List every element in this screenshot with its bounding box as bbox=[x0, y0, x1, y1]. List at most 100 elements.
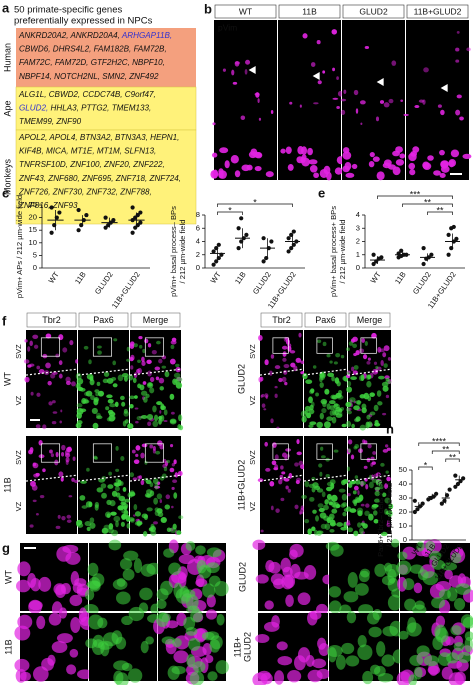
significance-label: ** bbox=[424, 197, 432, 207]
cell bbox=[75, 359, 79, 364]
cell bbox=[33, 344, 39, 349]
cell bbox=[350, 376, 357, 380]
cell bbox=[333, 403, 339, 407]
cell bbox=[358, 448, 363, 454]
cell bbox=[360, 374, 365, 381]
channel-header-box bbox=[348, 312, 391, 328]
cell bbox=[133, 343, 139, 348]
cell bbox=[431, 597, 446, 609]
cell bbox=[264, 359, 269, 366]
cell bbox=[96, 487, 104, 493]
cell bbox=[155, 450, 161, 455]
cell bbox=[455, 59, 460, 63]
gene-name: TNFRSF10D, bbox=[19, 160, 68, 169]
cell bbox=[114, 486, 120, 492]
cell bbox=[169, 527, 177, 533]
cell bbox=[163, 409, 168, 416]
cell bbox=[375, 479, 383, 486]
cell bbox=[56, 633, 73, 644]
gene-name: FAM72C, bbox=[19, 58, 53, 67]
cell bbox=[341, 642, 355, 655]
cell bbox=[346, 347, 350, 352]
cell bbox=[331, 395, 338, 400]
cell bbox=[333, 361, 338, 365]
cell bbox=[370, 462, 374, 467]
cell bbox=[205, 609, 217, 620]
cell bbox=[32, 334, 39, 340]
significance-label: ** bbox=[436, 205, 444, 215]
cell bbox=[384, 444, 389, 448]
cell bbox=[327, 497, 333, 504]
cell bbox=[88, 576, 101, 591]
cell bbox=[309, 165, 318, 173]
cell bbox=[414, 105, 420, 109]
zone-label: VZ bbox=[248, 501, 257, 511]
y-tick-label: 5 bbox=[33, 250, 37, 259]
cell bbox=[174, 472, 179, 478]
cell bbox=[382, 352, 387, 358]
cell bbox=[27, 572, 37, 588]
stain-label: pVim bbox=[218, 22, 237, 32]
cell bbox=[345, 172, 355, 178]
channel-header-box bbox=[78, 312, 129, 328]
gene-name: ZNF680, bbox=[47, 174, 80, 183]
cell bbox=[355, 108, 359, 114]
cell bbox=[380, 360, 384, 366]
cell bbox=[144, 338, 149, 344]
cell bbox=[96, 415, 103, 420]
x-tick-label: 11B bbox=[73, 270, 88, 286]
row-label: 11B bbox=[3, 639, 13, 654]
cell bbox=[312, 482, 319, 488]
cell bbox=[133, 514, 136, 517]
cell bbox=[156, 588, 169, 601]
cell bbox=[294, 655, 306, 671]
gene-name: MICA, bbox=[46, 147, 68, 156]
y-axis-label: pVim+ APs / 212 µm-wide field bbox=[15, 195, 24, 298]
cell bbox=[14, 658, 30, 672]
gene-name: ZNF718, bbox=[115, 174, 148, 183]
cell bbox=[55, 353, 60, 358]
cell bbox=[280, 497, 285, 502]
y-tick-label: 4 bbox=[196, 237, 200, 246]
data-point bbox=[269, 239, 274, 244]
cell bbox=[222, 68, 226, 72]
cell bbox=[120, 455, 125, 461]
panel-label: f bbox=[2, 313, 7, 328]
cell bbox=[373, 404, 379, 412]
cell bbox=[129, 472, 135, 478]
significance-bracket bbox=[418, 466, 433, 470]
cell bbox=[154, 366, 161, 371]
cell bbox=[367, 357, 371, 361]
cell bbox=[33, 473, 40, 478]
data-point bbox=[399, 248, 404, 253]
cell bbox=[89, 376, 94, 382]
cell bbox=[331, 416, 337, 424]
data-point bbox=[453, 473, 458, 478]
cell bbox=[119, 481, 124, 486]
cell bbox=[347, 492, 351, 497]
cell bbox=[64, 449, 70, 456]
data-point bbox=[434, 491, 439, 496]
cell bbox=[244, 69, 248, 75]
y-axis-label: pVim+ basal process+ BPs bbox=[329, 206, 338, 297]
data-point bbox=[214, 259, 219, 264]
data-point bbox=[103, 215, 108, 220]
gene-name: CCDC74B, bbox=[82, 90, 122, 99]
cell bbox=[32, 499, 37, 503]
gene-name: BTN3A3, bbox=[115, 133, 148, 142]
data-point bbox=[446, 252, 451, 257]
cell bbox=[48, 612, 62, 626]
svz-vz-boundary bbox=[347, 368, 392, 376]
cell bbox=[117, 374, 124, 382]
y-tick-label: 6 bbox=[196, 223, 200, 232]
cell bbox=[408, 674, 418, 685]
channel-header: Merge bbox=[357, 315, 383, 325]
cell bbox=[114, 482, 121, 487]
cell bbox=[246, 164, 253, 171]
cell bbox=[186, 654, 196, 668]
cell bbox=[285, 594, 294, 607]
cell bbox=[166, 527, 172, 532]
cell bbox=[264, 600, 274, 610]
cell bbox=[110, 511, 117, 516]
cell bbox=[349, 397, 356, 403]
